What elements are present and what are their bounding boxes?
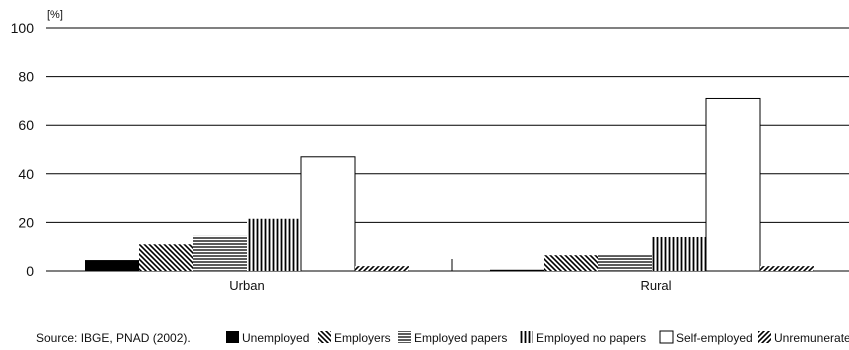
source-note: Source: IBGE, PNAD (2002). <box>36 331 191 345</box>
bar-rural-employed-no-papers <box>652 237 706 271</box>
legend-item: Employed papers <box>398 331 507 345</box>
bar-rural-unremunerated <box>760 266 814 271</box>
legend-label: Self-employed <box>676 331 753 345</box>
y-tick-label: 60 <box>18 117 34 133</box>
y-tick-label: 80 <box>18 69 34 85</box>
x-category-label: Urban <box>229 278 264 293</box>
y-tick-label: 20 <box>18 214 34 230</box>
legend-label: Unemployed <box>242 331 309 345</box>
bar-urban-self-employed <box>301 157 355 271</box>
bar-rural-employed-papers <box>598 255 652 271</box>
legend: Unemployed Employers Employed papers Employ… <box>226 331 849 345</box>
y-tick-label: 0 <box>26 263 34 279</box>
y-tick-label: 40 <box>18 166 34 182</box>
bar-rural-employers <box>544 255 598 271</box>
bar-urban-employers <box>139 244 193 271</box>
bar-urban-employed-no-papers <box>247 219 301 271</box>
y-axis: 0 20 40 60 80 100 <box>11 20 35 279</box>
bar-rural-unemployed <box>490 270 544 271</box>
x-axis-categories: Urban Rural <box>229 278 671 293</box>
legend-swatch <box>226 331 239 343</box>
legend-swatch <box>660 331 673 343</box>
legend-label: Employed no papers <box>536 331 646 345</box>
bar-urban-employed-papers <box>193 236 247 271</box>
legend-swatch <box>520 331 533 343</box>
legend-label: Unremunerated <box>774 331 849 345</box>
legend-item: Employed no papers <box>520 331 646 345</box>
legend-item: Unemployed <box>226 331 309 345</box>
legend-swatch <box>398 331 411 343</box>
legend-swatch <box>318 331 331 343</box>
bar-urban-unemployed <box>85 260 139 271</box>
legend-swatch <box>758 331 771 343</box>
legend-item: Employers <box>318 331 391 345</box>
bars <box>85 98 814 271</box>
bar-urban-unremunerated <box>355 266 409 271</box>
y-axis-unit-label: [%] <box>47 9 63 21</box>
bar-rural-self-employed <box>706 98 760 271</box>
legend-label: Employed papers <box>414 331 507 345</box>
y-tick-label: 100 <box>11 20 35 36</box>
legend-label: Employers <box>334 331 391 345</box>
legend-item: Self-employed <box>660 331 753 345</box>
x-category-label: Rural <box>640 278 671 293</box>
legend-item: Unremunerated <box>758 331 849 345</box>
